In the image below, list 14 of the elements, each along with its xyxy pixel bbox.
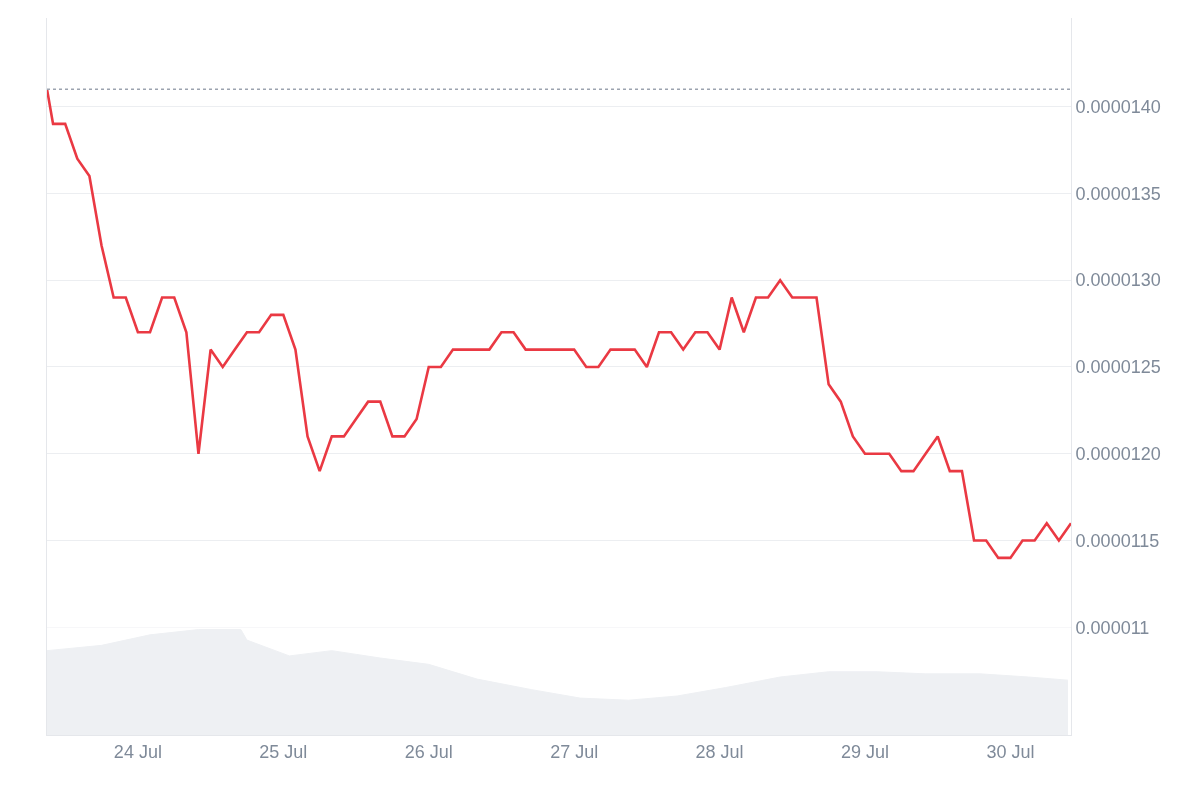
y-tick-label: 0.0000120 [1075,444,1161,465]
x-tick-label: 29 Jul [840,741,890,762]
y-tick-label: 0.0000125 [1075,357,1161,378]
x-tick-label: 27 Jul [550,741,599,762]
x-tick-label: 26 Jul [404,741,453,762]
y-tick-label: 0.0000135 [1075,183,1161,204]
x-tick-label: 25 Jul [259,741,308,762]
x-tick-label: 28 Jul [695,741,744,762]
x-tick-label: 24 Jul [113,741,162,762]
y-tick-label: 0.0000115 [1075,530,1160,551]
y-tick-label: 0.0000130 [1075,270,1161,291]
y-tick-label: 0.0000140 [1075,96,1161,117]
x-tick-label: 30 Jul [986,741,1035,762]
y-tick-label: 0.000011 [1075,617,1150,638]
